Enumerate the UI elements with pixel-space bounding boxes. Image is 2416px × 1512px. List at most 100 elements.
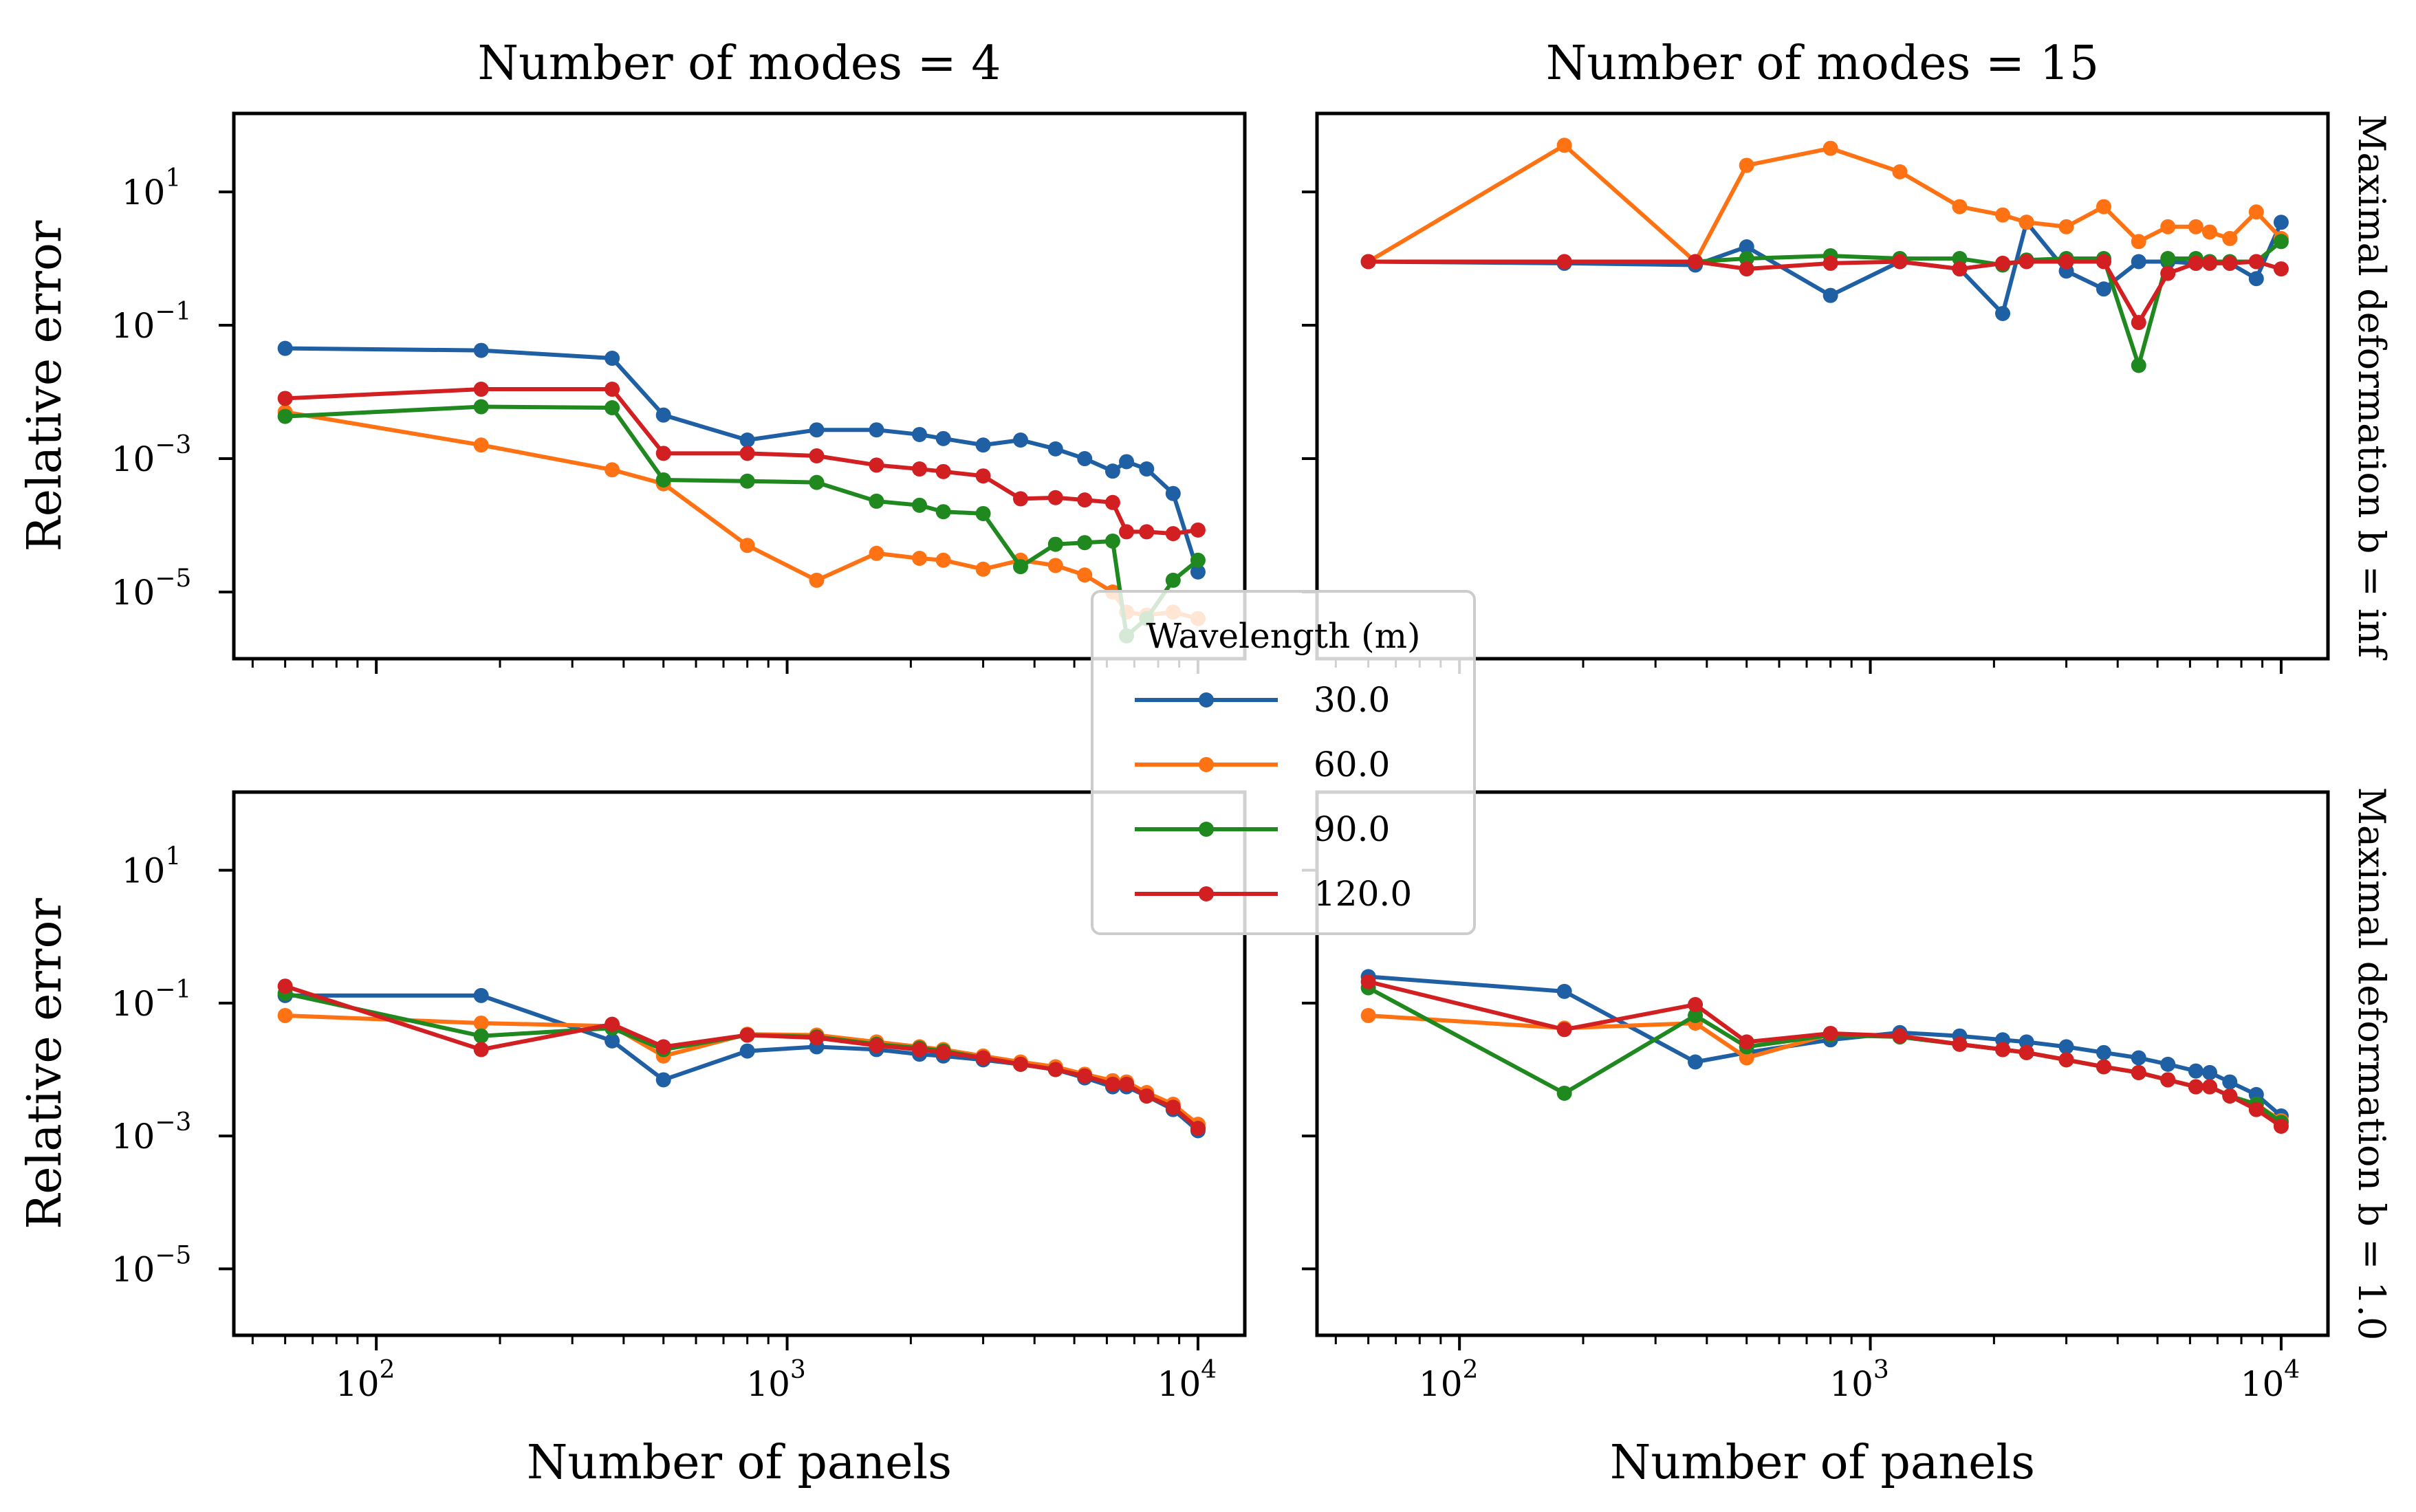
data-point (1119, 1076, 1135, 1092)
x-axis-label: Number of panels (527, 1436, 952, 1490)
data-point (2096, 1059, 2111, 1075)
data-point (1190, 564, 1206, 580)
data-point (1104, 533, 1120, 549)
data-point (1892, 164, 1908, 179)
data-point (277, 1007, 293, 1023)
legend-title: Wavelength (m) (1146, 616, 1420, 656)
data-point (2188, 255, 2203, 271)
data-point (1892, 254, 1908, 270)
data-point (2096, 199, 2111, 215)
data-point (1139, 1088, 1155, 1104)
data-point (1556, 1022, 1572, 1038)
y-tick-label: 101 (122, 164, 182, 212)
data-point (1739, 157, 1754, 173)
data-point (869, 422, 884, 438)
data-point (2202, 1064, 2218, 1080)
ticks: 101 10−1 10−3 10−5 (111, 164, 1199, 674)
data-point (935, 1044, 951, 1060)
data-point (2248, 271, 2264, 287)
y-tick-label: 10−3 (111, 431, 192, 479)
data-point (1556, 254, 1572, 270)
data-point (655, 1072, 671, 1088)
data-point (739, 538, 755, 554)
data-point (1952, 1036, 1968, 1052)
data-point (912, 426, 928, 442)
data-point (975, 468, 991, 484)
legend-entry: 30.0 (1135, 680, 1390, 720)
data-point (1739, 239, 1754, 254)
data-point (869, 457, 884, 473)
axes-frame (232, 111, 1247, 661)
data-point (1995, 305, 2011, 321)
data-point (473, 437, 489, 453)
x-tick-label: 104 (1157, 1356, 1217, 1404)
x-tick-label: 103 (1829, 1356, 1889, 1404)
data-point (2058, 1052, 2074, 1068)
data-point (1190, 552, 1206, 568)
ticks: 102 103 104 (1302, 868, 2300, 1404)
row-label: Maximal deformation b = inf (2350, 114, 2393, 661)
data-point (2096, 281, 2111, 297)
subplot-4: 102 103 104 Number of panels Maximal deforma… (1302, 787, 2393, 1490)
data-point (935, 463, 951, 479)
legend-marker (1199, 886, 1214, 901)
data-point (1556, 983, 1572, 999)
data-point (1995, 207, 2011, 223)
data-point (1012, 491, 1028, 507)
data-point (2222, 255, 2238, 271)
data-point (1047, 536, 1063, 552)
data-point (605, 399, 620, 415)
series-line-90.0 (284, 991, 1199, 1130)
data-point (1119, 454, 1135, 470)
data-point (912, 461, 928, 477)
y-tick-label: 10−5 (111, 1241, 192, 1289)
data-point (912, 1042, 928, 1058)
data-point (975, 505, 991, 521)
data-point (2188, 219, 2203, 234)
data-point (2131, 254, 2146, 270)
data-point (2273, 1119, 2289, 1135)
legend-label: 90.0 (1314, 809, 1390, 849)
data-point (739, 473, 755, 489)
y-tick-label: 10−1 (111, 976, 192, 1024)
data-point (2058, 1039, 2074, 1055)
data-point (935, 430, 951, 446)
data-point (1556, 1085, 1572, 1101)
data-point (739, 1027, 755, 1043)
data-point (2058, 219, 2074, 234)
legend-entry: 90.0 (1135, 809, 1390, 849)
ticks: 102 103 104 101 10−1 10−3 10−5 (111, 843, 1217, 1404)
series-line-120.0 (284, 984, 1199, 1130)
data-point (605, 1033, 620, 1049)
subplot-title: Number of modes = 4 (478, 36, 1001, 91)
data-point (869, 1038, 884, 1053)
data-point (1190, 1121, 1206, 1137)
data-point (1104, 463, 1120, 479)
axes-frame (1315, 790, 2330, 1337)
data-point (1822, 1025, 1838, 1041)
data-point (605, 462, 620, 478)
data-point (1012, 432, 1028, 448)
data-point (1360, 254, 1376, 270)
data-point (1047, 441, 1063, 457)
data-point (605, 351, 620, 366)
data-point (739, 446, 755, 461)
data-point (473, 382, 489, 397)
data-point (1556, 138, 1572, 153)
data-point (912, 551, 928, 567)
data-point (473, 1042, 489, 1058)
data-point (473, 399, 489, 415)
data-point (975, 561, 991, 577)
data-point (277, 340, 293, 356)
data-point (1822, 255, 1838, 271)
data-point (1047, 558, 1063, 573)
data-point (1688, 1054, 1704, 1070)
data-point (2131, 315, 2146, 331)
data-point (809, 572, 825, 588)
data-point (473, 1028, 489, 1044)
data-point (2248, 254, 2264, 270)
data-point (935, 504, 951, 520)
data-point (809, 422, 825, 438)
data-point (1012, 559, 1028, 575)
